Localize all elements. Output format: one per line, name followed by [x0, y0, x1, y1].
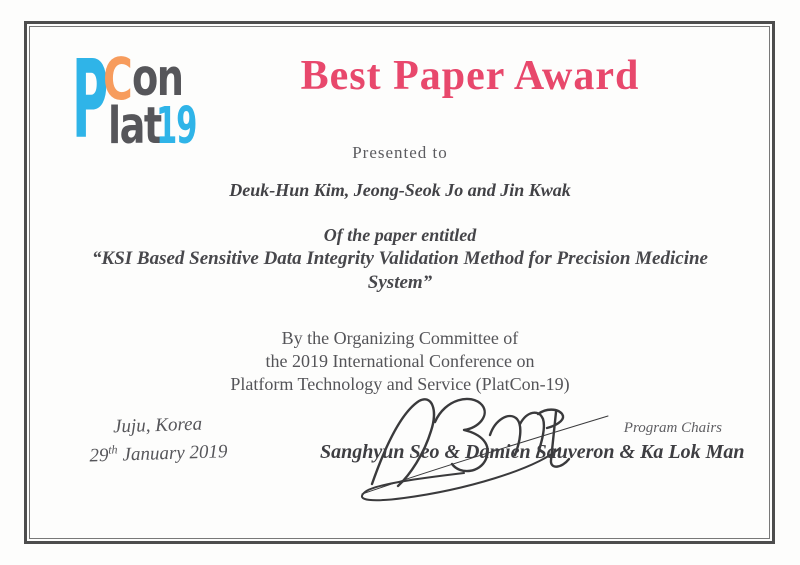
signature-scribble-icon: [361, 397, 609, 502]
logo-letter-c: C: [103, 45, 133, 113]
certificate-frame: [24, 21, 775, 544]
entitled-label: Of the paper entitled: [323, 225, 477, 245]
logo-year-19: 19: [156, 97, 197, 156]
issuer-block: By the Organizing Committee of the 2019 …: [0, 327, 800, 396]
program-chairs-names: Sanghyun Seo & Damien Sauveron & Ka Lok …: [320, 441, 745, 463]
issuer-line-1: By the Organizing Committee of: [281, 328, 519, 348]
issuer-line-2: the 2019 International Conference on: [265, 351, 535, 371]
issuer-line-3: Platform Technology and Service (PlatCon…: [230, 374, 570, 394]
platcon-logo: P C on lat 19: [70, 45, 210, 155]
logo-letter-p: P: [72, 38, 108, 163]
certificate-frame-inner: [29, 26, 770, 539]
recipients-names: Deuk-Hun Kim, Jeong-Seok Jo and Jin Kwak: [229, 180, 571, 200]
paper-title: “KSI Based Sensitive Data Integrity Vali…: [92, 248, 708, 293]
presented-to-label: Presented to: [352, 143, 448, 162]
award-title: Best Paper Award: [300, 53, 640, 99]
logo-letters-lat: lat: [108, 97, 162, 156]
logo-letters-on: on: [132, 49, 184, 108]
program-chairs-label: Program Chairs: [623, 420, 722, 436]
place-date-block: Juju, Korea 29th January 2019: [57, 411, 259, 469]
